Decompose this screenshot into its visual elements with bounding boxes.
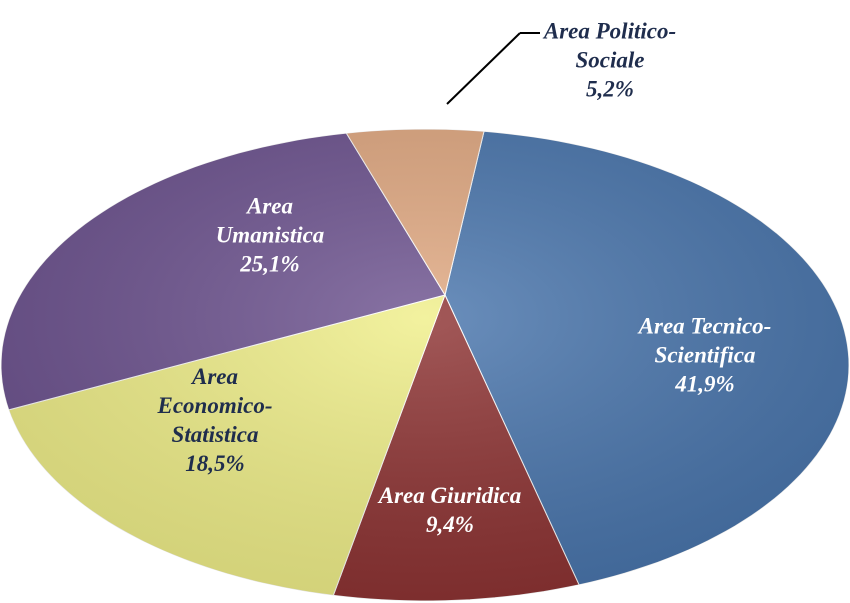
category-label: Area Umanistica [215,193,325,248]
category-label: Area Economico-Statistica [157,364,273,447]
category-label: Area Politico-Sociale [543,18,677,73]
value-label: 9,4% [426,512,474,537]
leader-line [446,32,521,105]
value-label: 5,2% [586,76,634,102]
value-label: 41,9% [675,371,735,397]
value-label: 25,1% [240,251,300,277]
category-label: Area Giuridica [378,483,522,508]
slice-label: Area Tecnico-Scientifica 41,9% [615,312,795,399]
slice-label: Area Giuridica 9,4% [350,481,550,539]
value-label: 18,5% [185,451,245,476]
slice-label: Area Economico-Statistica 18,5% [145,362,285,478]
slice-label: Area Politico-Sociale 5,2% [515,17,705,104]
category-label: Area Tecnico-Scientifica [638,313,772,368]
slice-label: Area Umanistica 25,1% [205,192,335,279]
